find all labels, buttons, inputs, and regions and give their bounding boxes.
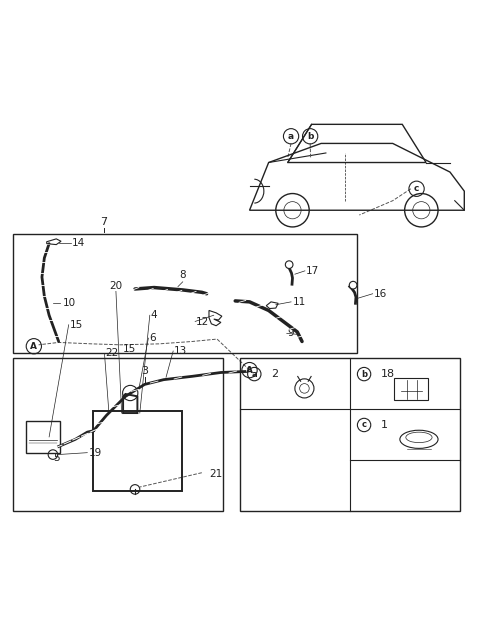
Text: 15: 15 bbox=[70, 320, 83, 330]
Text: 2: 2 bbox=[271, 369, 278, 379]
Text: a: a bbox=[252, 369, 257, 379]
Text: 14: 14 bbox=[72, 237, 85, 248]
Text: 10: 10 bbox=[62, 298, 75, 308]
Text: a: a bbox=[288, 132, 294, 141]
Text: 4: 4 bbox=[151, 310, 157, 320]
Text: 5: 5 bbox=[53, 452, 60, 463]
Text: 22: 22 bbox=[106, 348, 119, 358]
Text: 8: 8 bbox=[180, 270, 186, 280]
Text: b: b bbox=[361, 369, 367, 379]
Text: b: b bbox=[307, 132, 313, 141]
Text: 16: 16 bbox=[373, 289, 387, 299]
Text: 15: 15 bbox=[123, 344, 136, 354]
Text: 18: 18 bbox=[381, 369, 395, 379]
Text: 12: 12 bbox=[196, 317, 209, 327]
Text: 19: 19 bbox=[89, 447, 102, 458]
Text: 11: 11 bbox=[292, 297, 306, 307]
Text: 20: 20 bbox=[109, 280, 122, 291]
Text: 3: 3 bbox=[141, 366, 148, 376]
Text: A: A bbox=[30, 342, 37, 351]
Circle shape bbox=[349, 282, 357, 289]
Text: 9: 9 bbox=[288, 328, 294, 339]
Text: c: c bbox=[361, 420, 367, 429]
Text: 7: 7 bbox=[100, 217, 108, 227]
Text: c: c bbox=[414, 184, 419, 193]
Text: 13: 13 bbox=[174, 346, 187, 356]
Text: 6: 6 bbox=[149, 333, 156, 343]
Text: 1: 1 bbox=[381, 420, 388, 430]
Circle shape bbox=[285, 261, 293, 268]
Text: 21: 21 bbox=[209, 468, 222, 479]
Text: A: A bbox=[246, 365, 253, 374]
Text: 17: 17 bbox=[306, 266, 319, 276]
